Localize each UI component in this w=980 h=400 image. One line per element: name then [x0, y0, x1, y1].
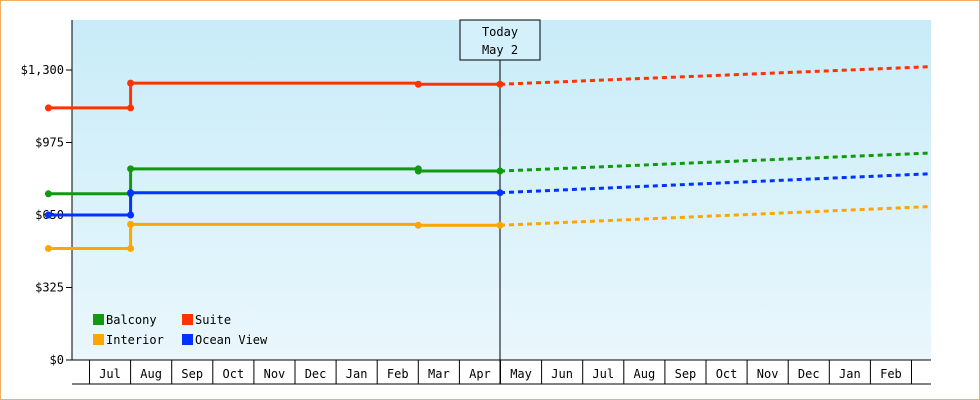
x-tick-label: Nov	[757, 367, 779, 381]
series-point-balcony	[414, 167, 422, 175]
x-tick-label: Sep	[675, 367, 697, 381]
x-tick-label: Oct	[223, 367, 245, 381]
legend-swatch-ocean-view	[182, 334, 193, 345]
legend-swatch-interior	[93, 334, 104, 345]
series-point-balcony	[44, 190, 52, 198]
x-tick-label: Aug	[634, 367, 656, 381]
y-tick-label: $325	[35, 281, 64, 295]
today-label: Today	[482, 25, 518, 39]
x-tick-label: Jul	[592, 367, 614, 381]
x-tick-label: Feb	[880, 367, 902, 381]
x-tick-label: Nov	[264, 367, 286, 381]
x-tick-label: Dec	[798, 367, 820, 381]
series-point-suite	[496, 80, 504, 88]
series-point-interior	[127, 220, 135, 228]
series-line-suite	[48, 81, 500, 110]
legend-label-balcony: Balcony	[106, 313, 157, 327]
x-tick-label: Aug	[140, 367, 162, 381]
series-point-interior	[496, 221, 504, 229]
x-tick-label: Feb	[387, 367, 409, 381]
series-line-interior	[48, 222, 500, 250]
legend-label-suite: Suite	[195, 313, 231, 327]
y-tick-label: $1,300	[21, 63, 64, 77]
x-tick-label: Jan	[839, 367, 861, 381]
legend-label-interior: Interior	[106, 333, 164, 347]
today-box	[459, 19, 541, 61]
series-point-interior	[44, 244, 52, 252]
series-point-interior	[414, 221, 422, 229]
legend-swatch-balcony	[93, 314, 104, 325]
series-point-ocean-view	[496, 189, 504, 197]
x-tick-label: Jun	[551, 367, 573, 381]
x-tick-label: Oct	[716, 367, 738, 381]
x-tick-label: Dec	[305, 367, 327, 381]
x-tick-label: Jul	[99, 367, 121, 381]
x-tick-label: Apr	[469, 367, 491, 381]
series-point-suite	[44, 104, 52, 112]
x-tick-label: Sep	[181, 367, 203, 381]
series-point-suite	[414, 80, 422, 88]
series-point-ocean-view	[127, 189, 135, 197]
series-point-ocean-view	[44, 211, 52, 219]
series-point-suite	[127, 104, 135, 112]
x-tick-label: Jan	[346, 367, 368, 381]
legend-label-ocean-view: Ocean View	[195, 333, 268, 347]
series-line-ocean-view	[48, 191, 500, 217]
x-tick-label: Mar	[428, 367, 450, 381]
series-point-balcony	[496, 167, 504, 175]
series-point-suite	[127, 79, 135, 87]
series-point-interior	[127, 244, 135, 252]
y-tick-label: $0	[50, 353, 64, 367]
series-point-ocean-view	[127, 211, 135, 219]
x-tick-label: May	[510, 367, 532, 381]
series-point-balcony	[127, 165, 135, 173]
legend-swatch-suite	[182, 314, 193, 325]
today-date-label: May 2	[482, 43, 518, 57]
series-line-balcony	[48, 167, 500, 196]
y-tick-label: $975	[35, 136, 64, 150]
